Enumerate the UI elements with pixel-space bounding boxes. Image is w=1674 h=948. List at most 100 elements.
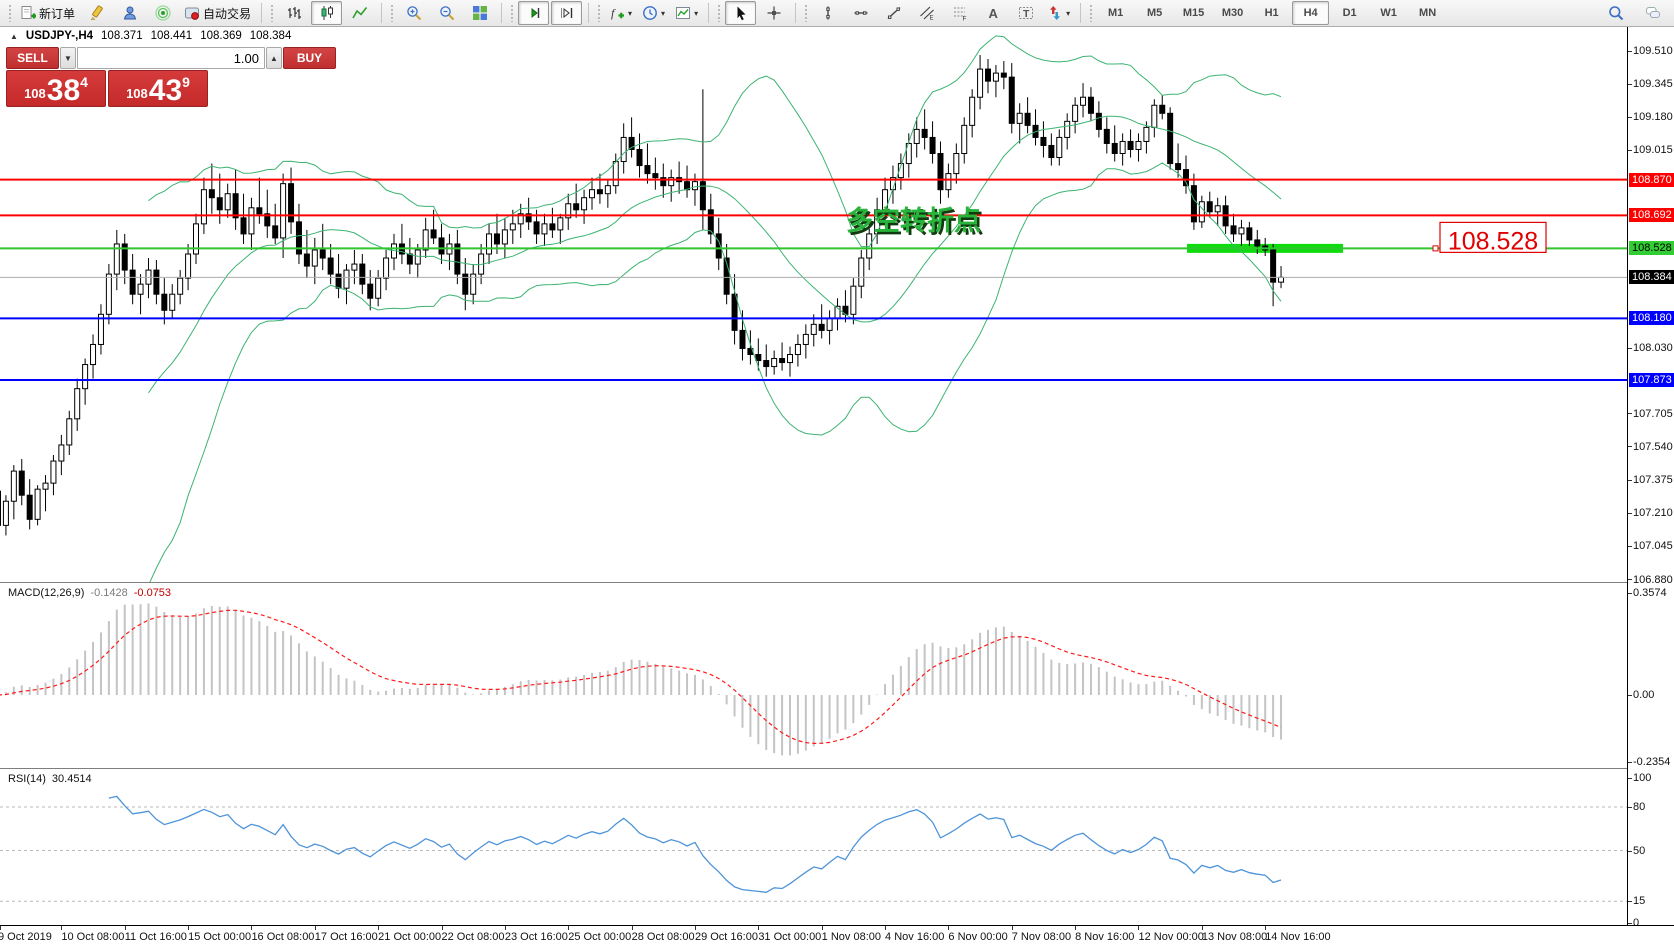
candle-bearish[interactable] (1270, 249, 1277, 283)
trendline-button[interactable] (878, 1, 909, 25)
candle-bearish[interactable] (335, 273, 342, 289)
candle-bullish[interactable] (375, 277, 382, 299)
candle-bullish[interactable] (1119, 140, 1126, 155)
periods-clock-button[interactable]: ▾ (638, 1, 669, 25)
candle-bullish[interactable] (105, 273, 112, 315)
candle-bullish[interactable] (10, 470, 17, 502)
candle-bullish[interactable] (953, 153, 960, 175)
toolbar-grip[interactable] (270, 4, 275, 22)
crayon-button[interactable] (81, 1, 112, 25)
candle-bearish[interactable] (1127, 140, 1134, 150)
candle-bearish[interactable] (573, 203, 580, 211)
timeframe-d1-button[interactable]: D1 (1342, 7, 1357, 19)
sell-button[interactable]: SELL (6, 47, 59, 69)
candle-bearish[interactable] (921, 128, 928, 138)
candle-bullish[interactable] (2, 500, 9, 526)
candle-bearish[interactable] (1206, 201, 1213, 213)
pane-divider[interactable] (0, 582, 1674, 585)
candle-bullish[interactable] (565, 203, 572, 219)
candle-bearish[interactable] (18, 470, 25, 496)
profile-chart-button[interactable] (114, 1, 145, 25)
buy-button[interactable]: BUY (283, 47, 336, 69)
candle-bearish[interactable] (660, 177, 667, 187)
candle-bearish[interactable] (327, 257, 334, 275)
new-order-button[interactable]: 新订单 (16, 1, 79, 25)
candle-bullish[interactable] (557, 217, 564, 231)
candle-bullish[interactable] (383, 257, 390, 279)
arrows-shapes-button[interactable]: ▾ (1043, 1, 1074, 25)
auto-scroll-button[interactable] (518, 1, 550, 25)
candle-bearish[interactable] (818, 323, 825, 331)
candle-bearish[interactable] (652, 173, 659, 179)
candle-bearish[interactable] (1159, 104, 1166, 114)
candle-bearish[interactable] (779, 358, 786, 364)
candle-bullish[interactable] (802, 333, 809, 345)
autotrading-button[interactable]: 自动交易 (180, 1, 255, 25)
candle-bullish[interactable] (1238, 227, 1245, 235)
chat-button[interactable] (1637, 1, 1668, 25)
candle-bearish[interactable] (715, 233, 722, 259)
candle-bullish[interactable] (34, 488, 41, 520)
search-button[interactable] (1600, 1, 1631, 25)
candle-bearish[interactable] (272, 225, 279, 239)
time-axis[interactable]: 9 Oct 2019 10 Oct 08:00 11 Oct 16:00 15 Oct… (0, 925, 1674, 948)
bollinger-lower-band[interactable] (149, 162, 1282, 582)
candle-bearish[interactable] (208, 189, 215, 199)
chart-annotation-text[interactable]: 多空转折点 (846, 205, 981, 236)
candle-bearish[interactable] (1254, 239, 1261, 247)
candle-bullish[interactable] (193, 223, 199, 255)
candle-bullish[interactable] (668, 177, 675, 187)
candle-bearish[interactable] (359, 263, 366, 285)
timeframe-w1-button[interactable]: W1 (1380, 7, 1397, 19)
text-label-button[interactable]: T (1010, 1, 1041, 25)
candle-bullish[interactable] (113, 243, 120, 275)
candle-bullish[interactable] (1151, 104, 1158, 128)
candle-bearish[interactable] (755, 354, 762, 362)
candle-bearish[interactable] (462, 273, 469, 295)
volume-decrease-button[interactable]: ▼ (60, 47, 76, 69)
candle-bullish[interactable] (351, 263, 358, 271)
candle-bullish[interactable] (961, 124, 968, 155)
candle-bullish[interactable] (311, 249, 318, 267)
candle-bearish[interactable] (929, 136, 936, 155)
candle-bullish[interactable] (604, 185, 611, 195)
candle-bearish[interactable] (406, 253, 413, 265)
candle-bearish[interactable] (129, 269, 136, 295)
timeframe-m5-button[interactable]: M5 (1146, 7, 1163, 19)
timeframe-m1-button[interactable]: M1 (1107, 7, 1124, 19)
volume-increase-button[interactable]: ▲ (266, 47, 282, 69)
candle-bearish[interactable] (1087, 96, 1094, 114)
candle-bullish[interactable] (977, 68, 984, 98)
candle-bullish[interactable] (185, 253, 192, 279)
zoom-out-button[interactable] (431, 1, 462, 25)
candle-bullish[interactable] (200, 189, 207, 225)
candle-bullish[interactable] (581, 197, 588, 211)
candle-bullish[interactable] (1278, 276, 1285, 283)
candle-bearish[interactable] (430, 229, 437, 239)
candle-bearish[interactable] (739, 329, 746, 349)
price-callout-box[interactable] (1439, 221, 1547, 253)
candle-bullish[interactable] (422, 229, 429, 251)
callout-anchor[interactable] (1432, 245, 1439, 252)
candle-bearish[interactable] (1175, 163, 1182, 171)
candle-bearish[interactable] (533, 221, 540, 235)
candle-bullish[interactable] (620, 136, 627, 163)
candle-bullish[interactable] (1072, 104, 1079, 122)
dropdown-caret-icon[interactable]: ▾ (1066, 8, 1071, 18)
candle-bullish[interactable] (1214, 205, 1221, 213)
toolbar-grip[interactable] (8, 4, 12, 22)
dropdown-caret-icon[interactable]: ▾ (628, 8, 633, 18)
candle-bearish[interactable] (763, 360, 770, 368)
dropdown-caret-icon[interactable]: ▾ (661, 8, 666, 18)
candle-bearish[interactable] (0, 490, 1, 526)
candle-bullish[interactable] (42, 482, 49, 490)
candle-bearish[interactable] (288, 183, 295, 223)
candle-bullish[interactable] (771, 358, 778, 368)
candle-bearish[interactable] (264, 213, 271, 227)
toolbar-grip[interactable] (804, 4, 809, 22)
buy-price-tile[interactable]: 108 43 9 (108, 70, 208, 107)
candle-bearish[interactable] (121, 243, 128, 271)
candle-bearish[interactable] (1095, 112, 1102, 130)
candle-bullish[interactable] (897, 163, 904, 179)
